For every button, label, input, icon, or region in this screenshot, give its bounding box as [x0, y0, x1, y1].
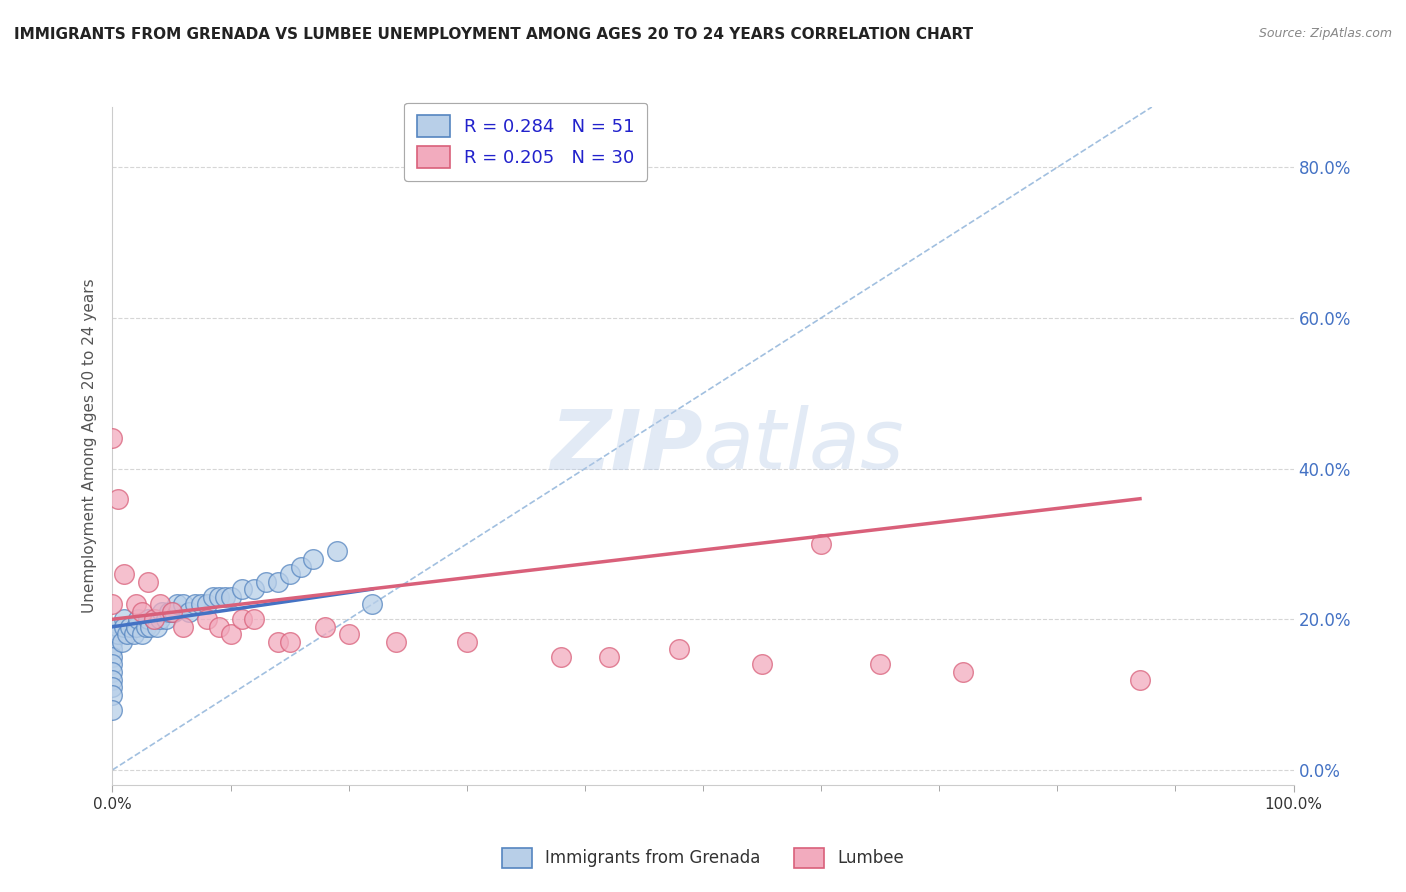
Point [101, 642, 124, 657]
Point [598, 649, 620, 664]
Point [101, 657, 124, 672]
Point [131, 605, 153, 619]
Point [231, 612, 253, 626]
Point [172, 620, 194, 634]
Point [107, 627, 129, 641]
Point [112, 567, 135, 582]
Legend: R = 0.284   N = 51, R = 0.205   N = 30: R = 0.284 N = 51, R = 0.205 N = 30 [405, 103, 647, 181]
Point [290, 559, 312, 574]
Point [160, 605, 183, 619]
Point [120, 620, 142, 634]
Point [278, 635, 301, 649]
Point [125, 620, 148, 634]
Point [149, 612, 172, 626]
Point [142, 612, 165, 626]
Point [179, 605, 201, 619]
Point [112, 620, 135, 634]
Point [195, 612, 218, 626]
Point [157, 605, 180, 619]
Point [136, 574, 159, 589]
Point [112, 612, 135, 626]
Point [115, 627, 138, 641]
Legend: Immigrants from Grenada, Lumbee: Immigrants from Grenada, Lumbee [495, 841, 911, 875]
Point [201, 590, 224, 604]
Point [254, 574, 277, 589]
Point [101, 688, 124, 702]
Point [135, 620, 157, 634]
Point [208, 620, 231, 634]
Point [314, 620, 336, 634]
Point [127, 612, 149, 626]
Point [136, 612, 159, 626]
Point [550, 649, 572, 664]
Point [101, 680, 124, 694]
Point [101, 649, 124, 664]
Point [219, 627, 242, 641]
Point [751, 657, 773, 672]
Point [101, 635, 124, 649]
Point [131, 627, 153, 641]
Point [139, 620, 162, 634]
Point [160, 605, 183, 619]
Text: IMMIGRANTS FROM GRENADA VS LUMBEE UNEMPLOYMENT AMONG AGES 20 TO 24 YEARS CORRELA: IMMIGRANTS FROM GRENADA VS LUMBEE UNEMPL… [14, 27, 973, 42]
Point [163, 605, 186, 619]
Point [267, 635, 290, 649]
Point [111, 635, 134, 649]
Point [337, 627, 360, 641]
Point [1129, 673, 1152, 687]
Point [869, 657, 891, 672]
Point [150, 605, 173, 619]
Point [142, 612, 165, 626]
Point [668, 642, 690, 657]
Point [107, 491, 129, 506]
Point [243, 612, 266, 626]
Point [952, 665, 974, 679]
Point [101, 673, 124, 687]
Point [101, 432, 124, 446]
Y-axis label: Unemployment Among Ages 20 to 24 years: Unemployment Among Ages 20 to 24 years [82, 278, 97, 614]
Point [456, 635, 478, 649]
Point [208, 590, 231, 604]
Point [101, 627, 124, 641]
Point [385, 635, 408, 649]
Point [326, 544, 349, 558]
Point [101, 597, 124, 611]
Text: ZIP: ZIP [550, 406, 703, 486]
Point [278, 567, 301, 582]
Point [214, 590, 236, 604]
Point [184, 597, 207, 611]
Point [190, 597, 212, 611]
Point [231, 582, 253, 596]
Point [155, 612, 177, 626]
Point [172, 597, 194, 611]
Text: Source: ZipAtlas.com: Source: ZipAtlas.com [1258, 27, 1392, 40]
Point [101, 703, 124, 717]
Point [195, 597, 218, 611]
Text: atlas: atlas [703, 406, 904, 486]
Point [302, 552, 325, 566]
Point [149, 597, 172, 611]
Point [219, 590, 242, 604]
Point [166, 597, 188, 611]
Point [125, 597, 148, 611]
Point [122, 627, 145, 641]
Point [243, 582, 266, 596]
Point [101, 665, 124, 679]
Point [267, 574, 290, 589]
Point [107, 620, 129, 634]
Point [810, 537, 832, 551]
Point [146, 620, 169, 634]
Point [361, 597, 384, 611]
